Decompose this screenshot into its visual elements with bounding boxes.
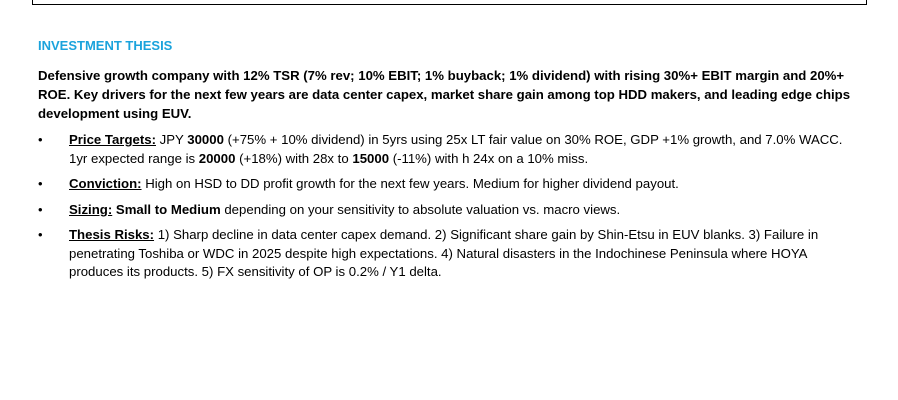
bullet-price-targets: • Price Targets: JPY 30000 (+75% + 10% d… <box>38 131 858 168</box>
header-box-border <box>32 0 867 5</box>
price-targets-text-1: JPY <box>155 132 188 147</box>
thesis-risks-label: Thesis Risks: <box>69 227 155 242</box>
section-heading: INVESTMENT THESIS <box>38 38 173 53</box>
sizing-text: depending on your sensitivity to absolut… <box>220 201 621 217</box>
price-targets-text-3: (+18%) with 28x to <box>235 150 353 166</box>
bullet-icon: • <box>38 132 43 147</box>
bullet-conviction: • Conviction: High on HSD to DD profit g… <box>38 175 858 194</box>
price-target-1yr-low: 15000 <box>352 150 390 166</box>
price-target-1yr-high: 20000 <box>198 150 236 166</box>
price-target-5yr: 30000 <box>187 132 224 147</box>
thesis-bullet-list: • Price Targets: JPY 30000 (+75% + 10% d… <box>38 131 858 282</box>
price-targets-label: Price Targets: <box>69 132 156 147</box>
bullet-icon: • <box>38 176 43 191</box>
price-targets-text-4: (-11%) with h 24x on a 10% miss. <box>389 150 589 166</box>
bullet-thesis-risks: • Thesis Risks: 1) Sharp decline in data… <box>38 226 858 282</box>
price-targets-text-2: (+75% + 10% dividend) in 5yrs using 25x … <box>69 132 843 166</box>
conviction-label: Conviction: <box>69 176 142 191</box>
thesis-summary: Defensive growth company with 12% TSR (7… <box>38 68 851 121</box>
bullet-icon: • <box>38 201 43 217</box>
sizing-label: Sizing: <box>69 201 113 217</box>
thesis-risks-text: 1) Sharp decline in data center capex de… <box>69 227 819 279</box>
conviction-text: High on HSD to DD profit growth for the … <box>141 176 679 191</box>
bullet-sizing: • Sizing: Small to Medium depending on y… <box>38 201 858 220</box>
investment-thesis-section: INVESTMENT THESIS Defensive growth compa… <box>38 38 858 289</box>
bullet-icon: • <box>38 227 43 242</box>
sizing-value: Small to Medium <box>112 201 221 217</box>
